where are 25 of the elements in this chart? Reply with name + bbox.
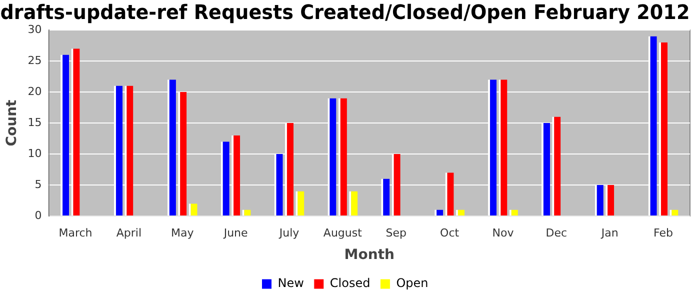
- x-tick-label: May: [171, 226, 194, 240]
- legend-label: Open: [396, 276, 428, 290]
- x-tick-label: August: [323, 226, 363, 240]
- x-tick-label: March: [58, 226, 92, 240]
- y-tick-label: 5: [34, 178, 42, 191]
- y-tick-label: 20: [28, 84, 42, 98]
- y-tick-label: 25: [28, 54, 42, 67]
- x-axis-title: Month: [344, 247, 394, 264]
- x-tick-label: Nov: [492, 226, 514, 240]
- x-tick-label: July: [278, 226, 300, 240]
- x-tick-label: Feb: [654, 226, 674, 240]
- y-tick-label: 15: [28, 116, 42, 129]
- x-tick-label: June: [222, 226, 248, 240]
- y-axis-title: Count: [4, 99, 20, 146]
- y-tick-label: 0: [34, 208, 42, 222]
- x-tick-label: Sep: [386, 226, 406, 240]
- legend-label: New: [278, 276, 304, 290]
- x-tick-label: April: [116, 226, 142, 240]
- y-tick-label: 10: [28, 146, 42, 160]
- x-tick-label: Dec: [546, 226, 568, 240]
- y-tick-label: 30: [28, 22, 42, 36]
- chart-title: drafts-update-ref Requests Created/Closed/Open February 2012: [0, 0, 690, 24]
- x-tick-label: Oct: [440, 226, 460, 240]
- legend-label: Closed: [330, 276, 370, 290]
- x-tick-label: Jan: [600, 226, 618, 240]
